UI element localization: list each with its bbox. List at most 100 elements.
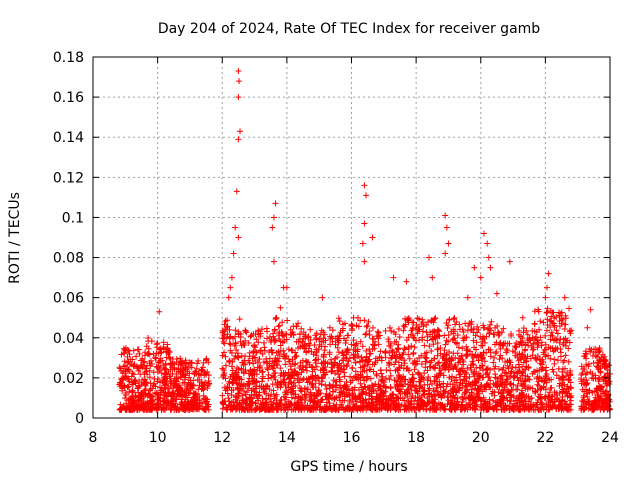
data-point <box>285 346 292 353</box>
data-point <box>277 304 284 311</box>
data-point <box>256 364 263 371</box>
data-point <box>262 390 269 397</box>
data-point <box>319 294 326 301</box>
data-point <box>148 397 155 404</box>
data-point <box>250 353 257 360</box>
data-point <box>173 356 180 363</box>
data-point <box>273 391 280 398</box>
data-point <box>554 330 561 337</box>
data-point <box>377 367 384 374</box>
grid-lines <box>93 57 610 418</box>
data-point <box>277 342 284 349</box>
data-point <box>121 395 128 402</box>
data-point <box>561 294 568 301</box>
data-point <box>157 397 164 404</box>
data-point <box>255 331 262 338</box>
data-point <box>236 78 243 85</box>
data-point <box>263 355 270 362</box>
x-tick-label: 14 <box>278 430 296 446</box>
data-point <box>242 391 249 398</box>
data-point <box>155 394 162 401</box>
data-point <box>290 390 297 397</box>
data-point <box>136 406 143 413</box>
data-point <box>137 405 144 412</box>
data-point <box>258 378 265 385</box>
data-points <box>116 68 613 413</box>
data-point <box>276 352 283 359</box>
data-point <box>175 406 182 413</box>
data-point <box>555 365 562 372</box>
data-point <box>264 366 271 373</box>
data-point <box>161 384 168 391</box>
data-point <box>146 374 153 381</box>
data-point <box>233 346 240 353</box>
data-point <box>442 250 449 257</box>
data-point <box>200 395 207 402</box>
data-point <box>484 366 491 373</box>
data-point <box>154 406 161 413</box>
data-point <box>125 376 132 383</box>
data-point <box>405 351 412 358</box>
data-point <box>562 352 569 359</box>
data-point <box>204 385 211 392</box>
data-point <box>272 337 279 344</box>
data-point <box>349 364 356 371</box>
data-point <box>230 386 237 393</box>
data-point <box>264 328 271 335</box>
data-point <box>257 400 264 407</box>
data-point <box>145 350 152 357</box>
data-point <box>246 349 253 356</box>
chart-title: Day 204 of 2024, Rate Of TEC Index for r… <box>158 21 540 37</box>
data-point <box>147 380 154 387</box>
x-tick-label: 16 <box>343 430 361 446</box>
data-point <box>241 369 248 376</box>
data-point <box>226 357 233 364</box>
data-point <box>228 363 235 370</box>
data-point <box>133 402 140 409</box>
data-point <box>261 344 268 351</box>
data-point <box>396 333 403 340</box>
data-point <box>359 240 366 247</box>
data-point <box>130 371 137 378</box>
data-point <box>516 364 523 371</box>
data-point <box>185 389 192 396</box>
data-point <box>237 334 244 341</box>
data-point <box>377 348 384 355</box>
data-point <box>274 362 281 369</box>
data-point <box>283 387 290 394</box>
y-tick-label: 0.16 <box>53 90 84 106</box>
data-point <box>284 317 291 324</box>
data-point <box>239 397 246 404</box>
data-point <box>250 330 257 337</box>
data-point <box>464 294 471 301</box>
data-point <box>565 358 572 365</box>
data-point <box>133 353 140 360</box>
data-point <box>131 406 138 413</box>
data-point <box>237 382 244 389</box>
data-point <box>277 365 284 372</box>
data-point <box>276 329 283 336</box>
data-point <box>464 346 471 353</box>
data-point <box>295 371 302 378</box>
data-point <box>415 370 422 377</box>
data-point <box>231 376 238 383</box>
data-point <box>167 361 174 368</box>
data-point <box>184 368 191 375</box>
data-point <box>443 224 450 231</box>
data-point <box>226 334 233 341</box>
data-point <box>519 314 526 321</box>
data-point <box>268 398 275 405</box>
data-point <box>144 392 151 399</box>
data-point <box>253 378 260 385</box>
data-point <box>242 353 249 360</box>
data-point <box>188 405 195 412</box>
data-point <box>290 406 297 413</box>
data-point <box>496 356 503 363</box>
data-point <box>189 385 196 392</box>
data-point <box>300 376 307 383</box>
data-point <box>487 264 494 271</box>
data-point <box>386 324 393 331</box>
data-point <box>271 326 278 333</box>
data-point <box>152 383 159 390</box>
data-point <box>224 317 231 324</box>
